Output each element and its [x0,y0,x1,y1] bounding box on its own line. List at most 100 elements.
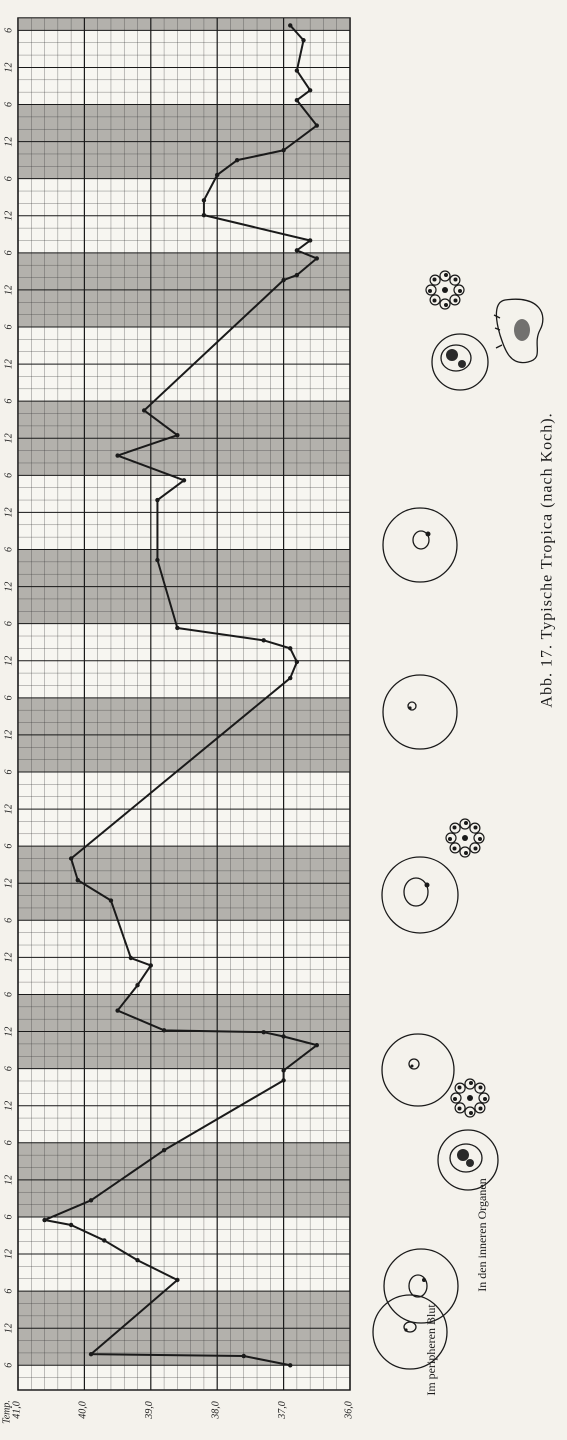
y-tick-label: 39,0 [144,1401,155,1420]
annotation: In den inneren Organen [475,1178,489,1291]
x-tick-label: 6 [3,1066,14,1071]
data-point [135,982,140,988]
x-tick-label: 12 [3,433,14,443]
data-point [175,625,180,631]
x-tick-label: 12 [3,62,14,72]
x-tick-label: 6 [3,695,14,700]
x-tick-label: 12 [3,1249,14,1259]
data-point [68,856,74,861]
data-point [281,148,286,153]
x-tick-label: 6 [3,1289,14,1294]
y-tick-label: 41,0 [11,1401,22,1419]
x-tick-label: 12 [3,730,14,740]
data-point [314,256,319,261]
y-tick-label: 38,0 [210,1401,221,1420]
data-point [281,277,286,283]
x-tick-label: 6 [3,1214,14,1219]
data-point [115,453,120,458]
data-point [155,497,160,503]
data-point [115,1008,120,1013]
x-tick-label: 6 [3,176,14,181]
rotated-chart: Temp. Im peripheren Blut In den inneren … [1,17,556,1424]
data-point [281,1078,286,1083]
data-point [161,1028,167,1033]
data-point [241,1353,246,1359]
x-tick-label: 6 [3,28,14,33]
data-point [314,1042,319,1048]
y-tick-label: 37,0 [277,1401,288,1420]
x-tick-label: 6 [3,399,14,404]
x-tick-label: 6 [3,992,14,997]
x-tick-label: 6 [3,621,14,626]
data-point [307,238,313,243]
x-tick-label: 6 [3,769,14,774]
y-axis-label: Temp. [1,1400,12,1424]
data-point [181,478,187,483]
data-point [201,198,207,203]
data-point [68,1222,74,1228]
x-tick-label: 6 [3,918,14,923]
x-tick-label: 6 [3,547,14,552]
data-point [201,212,207,218]
data-point [215,172,220,178]
x-tick-label: 6 [3,325,14,330]
data-point [288,1363,293,1368]
data-point [294,659,300,665]
x-tick-label: 12 [3,656,14,666]
data-point [88,1198,94,1203]
data-point [294,248,300,253]
x-tick-label: 12 [3,137,14,147]
data-point [128,955,134,961]
x-tick-label: 6 [3,250,14,255]
night-band [18,17,350,31]
x-tick-label: 12 [3,1175,14,1185]
x-tick-label: 6 [3,844,14,849]
x-tick-label: 12 [3,878,14,888]
x-tick-label: 12 [3,582,14,592]
data-point [88,1351,94,1357]
data-point [141,408,147,413]
data-point [288,675,293,681]
x-tick-label: 12 [3,211,14,221]
x-tick-label: 6 [3,1363,14,1368]
data-point [175,432,180,438]
data-point [288,23,293,28]
data-point [261,638,266,643]
data-point [281,1068,286,1073]
data-point [307,88,313,93]
x-tick-label: 12 [3,285,14,295]
x-tick-label: 6 [3,473,14,478]
data-point [294,272,300,278]
x-tick-label: 6 [3,1140,14,1145]
plot-background [17,17,351,1391]
data-point [294,97,300,103]
x-tick-label: 12 [3,507,14,517]
data-point [175,1277,180,1283]
temperature-line [43,24,318,1367]
data-point [161,1148,167,1153]
x-tick-label: 12 [3,1027,14,1037]
x-tick-label: 12 [3,1323,14,1333]
data-point [108,898,114,903]
data-point [42,1217,47,1223]
data-point [288,646,293,651]
data-point [135,1258,140,1263]
data-point [148,963,154,968]
data-point [314,123,319,128]
annotation: Im peripheren Blut [424,1304,438,1396]
data-point [75,877,80,883]
data-point [301,38,306,43]
x-tick-label: 12 [3,804,14,814]
x-tick-label: 12 [3,359,14,369]
y-tick-label: 40,0 [78,1401,89,1419]
caption: Abb. 17. Typische Tropica (nach Koch). [539,412,556,707]
data-point [155,557,160,563]
data-point [281,1034,286,1039]
data-point [102,1238,107,1243]
x-tick-label: 12 [3,1101,14,1111]
data-point [234,157,240,163]
data-point [294,68,300,73]
data-point [261,1029,266,1035]
